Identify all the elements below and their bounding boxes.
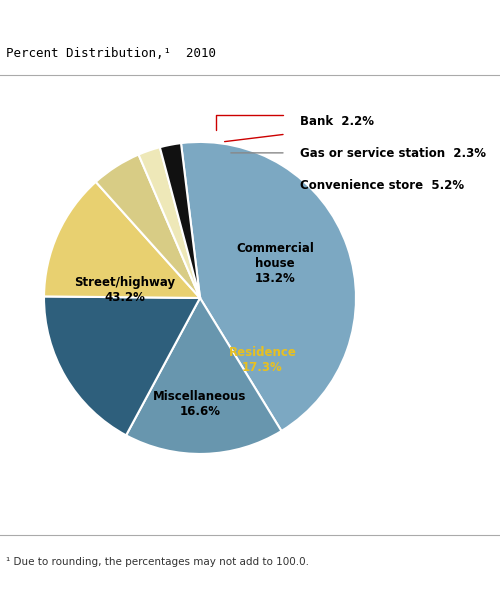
Text: Commercial
house
13.2%: Commercial house 13.2%	[236, 242, 314, 285]
Text: Residence
17.3%: Residence 17.3%	[228, 346, 296, 374]
Wedge shape	[126, 298, 282, 454]
Wedge shape	[160, 143, 200, 298]
Text: Convenience store  5.2%: Convenience store 5.2%	[300, 179, 464, 192]
Text: Miscellaneous
16.6%: Miscellaneous 16.6%	[154, 390, 246, 418]
Text: Bank  2.2%: Bank 2.2%	[300, 115, 374, 128]
Wedge shape	[138, 148, 200, 298]
Wedge shape	[181, 142, 356, 431]
Text: ¹ Due to rounding, the percentages may not add to 100.0.: ¹ Due to rounding, the percentages may n…	[6, 556, 309, 566]
Text: Gas or service station  2.3%: Gas or service station 2.3%	[300, 147, 486, 160]
Text: Robbery Location Figure: Robbery Location Figure	[6, 19, 207, 35]
Wedge shape	[44, 182, 200, 298]
Text: Street/highway
43.2%: Street/highway 43.2%	[74, 276, 176, 304]
Wedge shape	[44, 296, 200, 435]
Wedge shape	[96, 155, 200, 298]
Text: Percent Distribution,¹  2010: Percent Distribution,¹ 2010	[6, 47, 216, 61]
